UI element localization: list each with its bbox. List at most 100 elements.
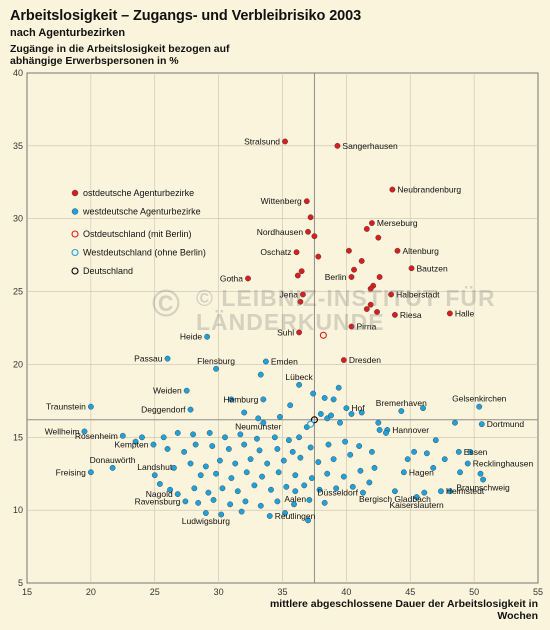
point-label: Flensburg	[197, 356, 235, 366]
west-data-point	[375, 419, 382, 426]
point-label: Ludwigsburg	[182, 516, 230, 526]
legend-marker	[71, 267, 79, 275]
west-data-point	[164, 446, 171, 452]
y-tick-label: 10	[13, 505, 23, 515]
legend-label: Ostdeutschland (mit Berlin)	[83, 229, 192, 239]
west-data-point	[164, 355, 171, 362]
point-label: Gotha	[220, 273, 243, 283]
west-data-point	[476, 403, 483, 410]
point-label: Landshut	[137, 462, 173, 472]
y-tick-label: 20	[13, 359, 23, 369]
west-data-point	[132, 438, 139, 445]
west-data-point	[227, 501, 234, 508]
west-data-point	[356, 443, 363, 449]
west-data-point	[228, 396, 235, 403]
aggregate-marker	[319, 331, 327, 339]
west-data-point	[307, 444, 314, 451]
point-label: Bergisch Gladbach	[359, 494, 431, 504]
west-data-point	[420, 405, 426, 412]
west-data-point	[139, 434, 145, 441]
point-label: Wittenberg	[261, 196, 302, 206]
legend: ostdeutsche Agenturbezirke westdeutsche A…	[71, 188, 206, 276]
west-data-point	[330, 396, 337, 403]
west-data-point	[342, 438, 348, 445]
ost-data-point	[375, 234, 382, 241]
ost-data-point	[346, 247, 352, 254]
grid	[26, 72, 539, 584]
point-label: Oschatz	[260, 247, 291, 257]
west-data-point	[452, 419, 458, 426]
west-data-point	[404, 456, 411, 463]
west-data-point	[225, 446, 232, 452]
west-data-point	[209, 443, 216, 449]
ost-data-point	[297, 298, 304, 305]
west-data-point	[383, 430, 389, 436]
west-data-point	[217, 457, 223, 464]
legend-marker	[71, 189, 79, 197]
west-data-point	[349, 483, 356, 490]
x-tick-label: 25	[150, 587, 160, 597]
chart-title: Arbeitslosigkeit – Zugangs- und Verbleib…	[10, 8, 362, 24]
west-data-point	[337, 419, 343, 426]
x-tick-label: 35	[277, 587, 287, 597]
point-label: Aalen	[284, 494, 306, 504]
west-data-point	[266, 513, 273, 519]
point-label: Wellheim	[45, 426, 80, 436]
west-data-point	[202, 510, 209, 516]
west-data-point	[291, 501, 297, 508]
west-data-point	[232, 460, 239, 467]
west-data-point	[423, 450, 430, 457]
west-data-point	[340, 473, 347, 480]
chart-subtitle: nach Agenturbezirken	[10, 27, 126, 39]
west-data-point	[358, 409, 365, 416]
point-label: Jena	[280, 289, 299, 299]
ost-data-point	[282, 138, 288, 145]
point-label: Donauwörth	[90, 455, 136, 465]
x-tick-label: 30	[214, 587, 224, 597]
west-data-point	[315, 459, 322, 465]
west-data-point	[283, 483, 290, 490]
point-label: Heide	[180, 332, 202, 342]
ost-data-point	[394, 247, 401, 254]
west-data-point	[260, 419, 267, 426]
west-data-point	[151, 472, 158, 479]
west-data-point	[335, 384, 342, 391]
west-data-point	[297, 454, 304, 461]
point-label: Reutlingen	[275, 511, 316, 521]
point-label: Neumünster	[235, 421, 281, 431]
west-data-point	[257, 502, 264, 509]
west-data-point	[260, 396, 267, 403]
west-data-point	[219, 485, 226, 492]
point-label: Suhl	[277, 327, 294, 337]
west-data-point	[280, 457, 287, 464]
west-data-point	[150, 441, 157, 448]
x-axis-label: mittlere abgeschlossene Dauer der Arbeit…	[269, 598, 538, 622]
west-data-point	[438, 488, 444, 495]
point-label: Halberstadt	[396, 289, 440, 299]
west-data-point	[237, 431, 244, 438]
ost-data-point	[408, 265, 415, 272]
west-data-point	[343, 405, 350, 412]
west-data-point	[182, 498, 189, 505]
point-label: Deggendorf	[141, 405, 186, 415]
point-label: Kaiserslautern	[389, 500, 444, 510]
point-label: Altenburg	[402, 246, 439, 256]
point-label: Ravensburg	[135, 496, 181, 506]
ost-data-point	[305, 228, 311, 235]
point-label: Merseburg	[377, 218, 418, 228]
west-data-point	[432, 437, 439, 444]
point-label: Traunstein	[46, 402, 86, 412]
west-data-point	[234, 488, 241, 495]
point-label: Kempten	[114, 440, 148, 450]
legend-label: Westdeutschland (ohne Berlin)	[83, 248, 206, 258]
x-tick-label: 20	[86, 587, 96, 597]
west-data-point	[222, 434, 228, 441]
aggregate-marker	[310, 416, 318, 424]
legend-label: westdeutsche Agenturbezirke	[82, 207, 201, 217]
west-data-point	[264, 460, 271, 467]
ost-data-point	[369, 220, 375, 226]
west-data-point	[325, 441, 332, 448]
ost-data-point	[300, 291, 306, 298]
point-labels: Stralsund Sangerhausen Neubrandenburg Witte…	[45, 136, 534, 526]
